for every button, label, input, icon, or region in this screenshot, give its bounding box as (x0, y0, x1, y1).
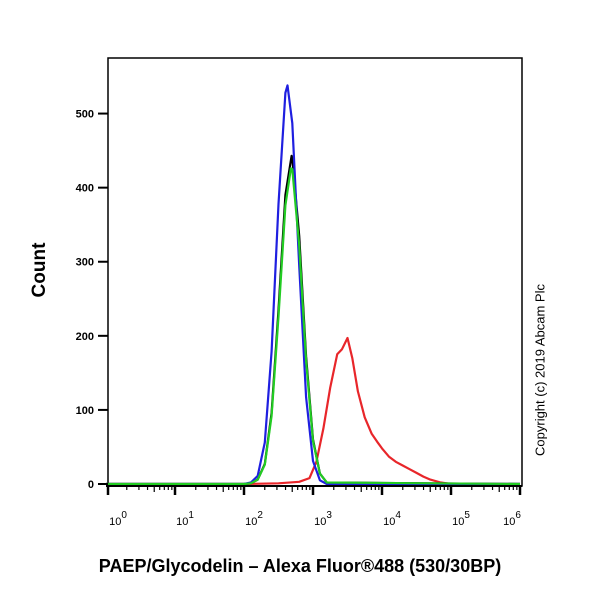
x-tick-label: 101 (176, 510, 194, 528)
series-line-2 (106, 84, 520, 486)
y-tick-label: 500 (76, 109, 94, 121)
y-tick-label: 100 (76, 405, 94, 417)
x-tick-label: 102 (245, 510, 263, 528)
y-tick-label: 200 (76, 331, 94, 343)
x-tick-label: 106 (503, 510, 521, 528)
y-axis-label: Count (29, 242, 50, 298)
x-tick-label: 105 (452, 510, 470, 528)
x-tick-label: 103 (314, 510, 332, 528)
y-tick-label: 400 (76, 183, 94, 195)
y-tick-label: 300 (76, 257, 94, 269)
x-tick-label: 100 (109, 510, 127, 528)
x-axis-label: PAEP/Glycodelin – Alexa Fluor®488 (530/3… (98, 556, 502, 576)
series-line-3 (106, 167, 521, 486)
y-tick-label: 0 (88, 479, 94, 491)
series-line-0 (106, 336, 520, 486)
x-tick-label: 104 (383, 510, 401, 528)
plot-frame (107, 57, 523, 487)
copyright-text: Copyright (c) 2019 Abcam Plc (532, 284, 548, 456)
